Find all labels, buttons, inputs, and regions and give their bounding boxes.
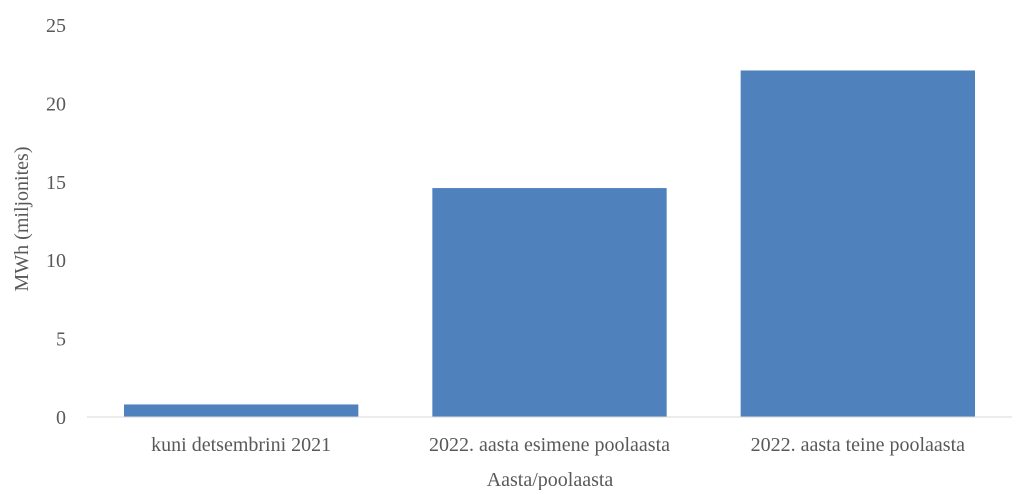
x-axis-title: Aasta/poolaasta: [487, 469, 614, 490]
y-axis-ticks: 0 5 10 15 20 25: [46, 15, 66, 429]
y-tick-label: 5: [56, 329, 66, 351]
y-tick-label: 25: [46, 15, 66, 37]
y-tick-label: 20: [46, 93, 66, 115]
x-axis-tick-labels: kuni detsembrini 2021 2022. aasta esimene…: [151, 434, 965, 456]
bar: [740, 70, 975, 418]
y-tick-label: 0: [56, 407, 66, 429]
x-tick-label: 2022. aasta teine poolaasta: [751, 434, 965, 456]
x-tick-label: kuni detsembrini 2021: [151, 434, 331, 456]
bar: [432, 188, 667, 417]
y-tick-label: 15: [46, 172, 66, 194]
bars-group: [124, 70, 975, 418]
bar: [124, 404, 359, 417]
x-tick-label: 2022. aasta esimene poolaasta: [429, 434, 670, 456]
y-tick-label: 10: [46, 250, 66, 272]
y-axis-title: MWh (miljonites): [11, 147, 33, 292]
